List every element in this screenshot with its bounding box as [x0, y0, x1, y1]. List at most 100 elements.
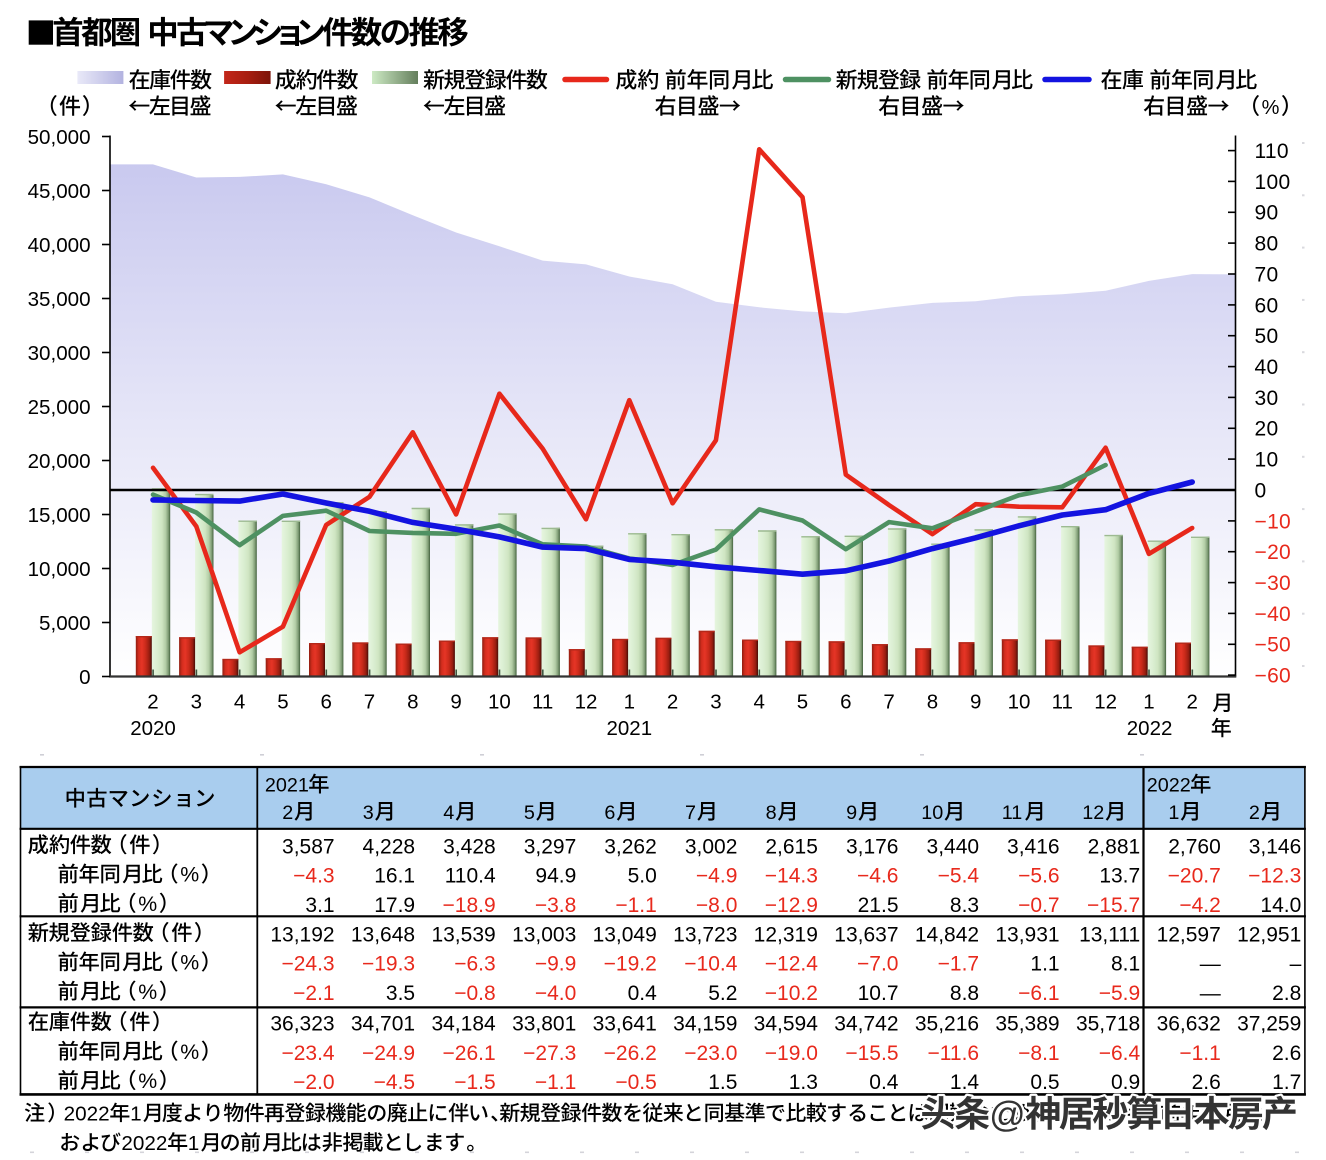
svg-text:2: 2	[282, 802, 293, 824]
svg-text:11: 11	[1002, 802, 1023, 824]
svg-text:−19.3: −19.3	[362, 953, 415, 976]
svg-text:40: 40	[1255, 356, 1279, 379]
svg-text:70: 70	[1255, 263, 1279, 286]
svg-text:2.6: 2.6	[1192, 1071, 1221, 1094]
svg-text:1: 1	[1168, 802, 1179, 824]
svg-text:−26.2: −26.2	[604, 1042, 657, 1065]
svg-text:37,259: 37,259	[1237, 1012, 1301, 1035]
svg-text:−2.1: −2.1	[293, 982, 334, 1005]
svg-text:1.5: 1.5	[708, 1071, 737, 1094]
svg-text:30,000: 30,000	[28, 342, 91, 365]
svg-text:%: %	[180, 1040, 199, 1064]
svg-text:−3.8: −3.8	[535, 894, 576, 917]
svg-text:3,428: 3,428	[443, 835, 496, 858]
svg-text:50,000: 50,000	[28, 126, 91, 149]
svg-text:%: %	[180, 863, 199, 887]
svg-text:−27.3: −27.3	[523, 1042, 576, 1065]
svg-text:1: 1	[188, 1132, 200, 1155]
svg-text:−1.1: −1.1	[615, 894, 656, 917]
svg-text:13,637: 13,637	[834, 923, 898, 946]
svg-text:%: %	[180, 951, 199, 975]
svg-text:8.8: 8.8	[950, 982, 979, 1005]
svg-text:−23.4: −23.4	[281, 1042, 334, 1065]
svg-text:2021: 2021	[265, 775, 309, 797]
svg-text:12: 12	[1082, 802, 1104, 824]
svg-text:34,184: 34,184	[431, 1012, 496, 1035]
svg-text:12,597: 12,597	[1157, 923, 1221, 946]
svg-text:−10: −10	[1255, 510, 1292, 533]
svg-text:25,000: 25,000	[28, 396, 91, 419]
svg-text:−1.5: −1.5	[454, 1071, 495, 1094]
svg-text:34,594: 34,594	[754, 1012, 819, 1035]
svg-text:40,000: 40,000	[28, 234, 91, 257]
svg-text:13,003: 13,003	[512, 923, 576, 946]
svg-text:5: 5	[277, 690, 288, 713]
svg-text:2,881: 2,881	[1088, 835, 1141, 858]
svg-text:8: 8	[407, 690, 418, 713]
svg-text:3.5: 3.5	[386, 982, 415, 1005]
svg-text:80: 80	[1255, 233, 1279, 256]
svg-text:−6.3: −6.3	[454, 953, 495, 976]
svg-text:1.3: 1.3	[789, 1071, 818, 1094]
svg-text:36,632: 36,632	[1157, 1012, 1221, 1035]
svg-text:−7.0: −7.0	[857, 953, 898, 976]
svg-text:3,262: 3,262	[604, 835, 657, 858]
svg-text:12: 12	[575, 690, 598, 713]
svg-text:2.8: 2.8	[1272, 982, 1301, 1005]
svg-text:−1.1: −1.1	[535, 1071, 576, 1094]
svg-text:1: 1	[624, 690, 635, 713]
svg-text:0.9: 0.9	[1111, 1071, 1140, 1094]
svg-text:−15.5: −15.5	[845, 1042, 898, 1065]
svg-text:3,002: 3,002	[685, 835, 738, 858]
svg-text:3,440: 3,440	[927, 835, 980, 858]
svg-text:2,615: 2,615	[765, 835, 818, 858]
svg-text:2020: 2020	[130, 717, 176, 740]
svg-text:−60: −60	[1255, 665, 1292, 688]
svg-text:34,701: 34,701	[351, 1012, 415, 1035]
svg-text:7: 7	[685, 802, 696, 824]
svg-text:−8.0: −8.0	[696, 894, 737, 917]
svg-text:%: %	[138, 892, 157, 916]
svg-text:5.2: 5.2	[708, 982, 737, 1005]
svg-text:100: 100	[1255, 171, 1291, 194]
svg-text:−5.6: −5.6	[1018, 865, 1059, 888]
svg-text:13,723: 13,723	[673, 923, 737, 946]
svg-text:5.0: 5.0	[628, 865, 657, 888]
svg-text:−5.9: −5.9	[1099, 982, 1140, 1005]
svg-text:13,648: 13,648	[351, 923, 415, 946]
svg-text:21.5: 21.5	[858, 894, 899, 917]
svg-text:36,323: 36,323	[270, 1012, 334, 1035]
svg-text:50: 50	[1255, 325, 1279, 348]
svg-text:3: 3	[191, 690, 202, 713]
svg-text:2: 2	[1249, 802, 1260, 824]
svg-text:33,641: 33,641	[593, 1012, 657, 1035]
svg-text:11: 11	[532, 690, 553, 713]
svg-text:−18.9: −18.9	[443, 894, 496, 917]
svg-text:1.7: 1.7	[1272, 1071, 1301, 1094]
svg-text:33,801: 33,801	[512, 1012, 576, 1035]
svg-text:1.1: 1.1	[1030, 953, 1059, 976]
svg-text:−2.0: −2.0	[293, 1071, 334, 1094]
svg-text:−0.8: −0.8	[454, 982, 495, 1005]
svg-text:−12.9: −12.9	[765, 894, 818, 917]
svg-text:8: 8	[766, 802, 777, 824]
svg-text:7: 7	[883, 690, 894, 713]
svg-text:3,587: 3,587	[282, 835, 335, 858]
svg-text:13,111: 13,111	[1079, 923, 1140, 946]
svg-text:5: 5	[524, 802, 535, 824]
svg-text:7: 7	[364, 690, 375, 713]
svg-text:20,000: 20,000	[28, 450, 91, 473]
svg-text:10: 10	[1255, 449, 1279, 472]
svg-text:−20: −20	[1255, 541, 1292, 564]
svg-text:8.1: 8.1	[1111, 953, 1140, 976]
svg-text:−24.3: −24.3	[281, 953, 334, 976]
svg-text:−11.6: −11.6	[928, 1042, 980, 1065]
svg-text:0.4: 0.4	[628, 982, 658, 1005]
svg-text:4: 4	[753, 690, 764, 713]
svg-text:−24.9: −24.9	[362, 1042, 415, 1065]
svg-text:3.1: 3.1	[305, 894, 334, 917]
svg-text:3,416: 3,416	[1007, 835, 1060, 858]
svg-text:9: 9	[450, 690, 461, 713]
svg-text:9: 9	[970, 690, 981, 713]
svg-text:3: 3	[710, 690, 721, 713]
